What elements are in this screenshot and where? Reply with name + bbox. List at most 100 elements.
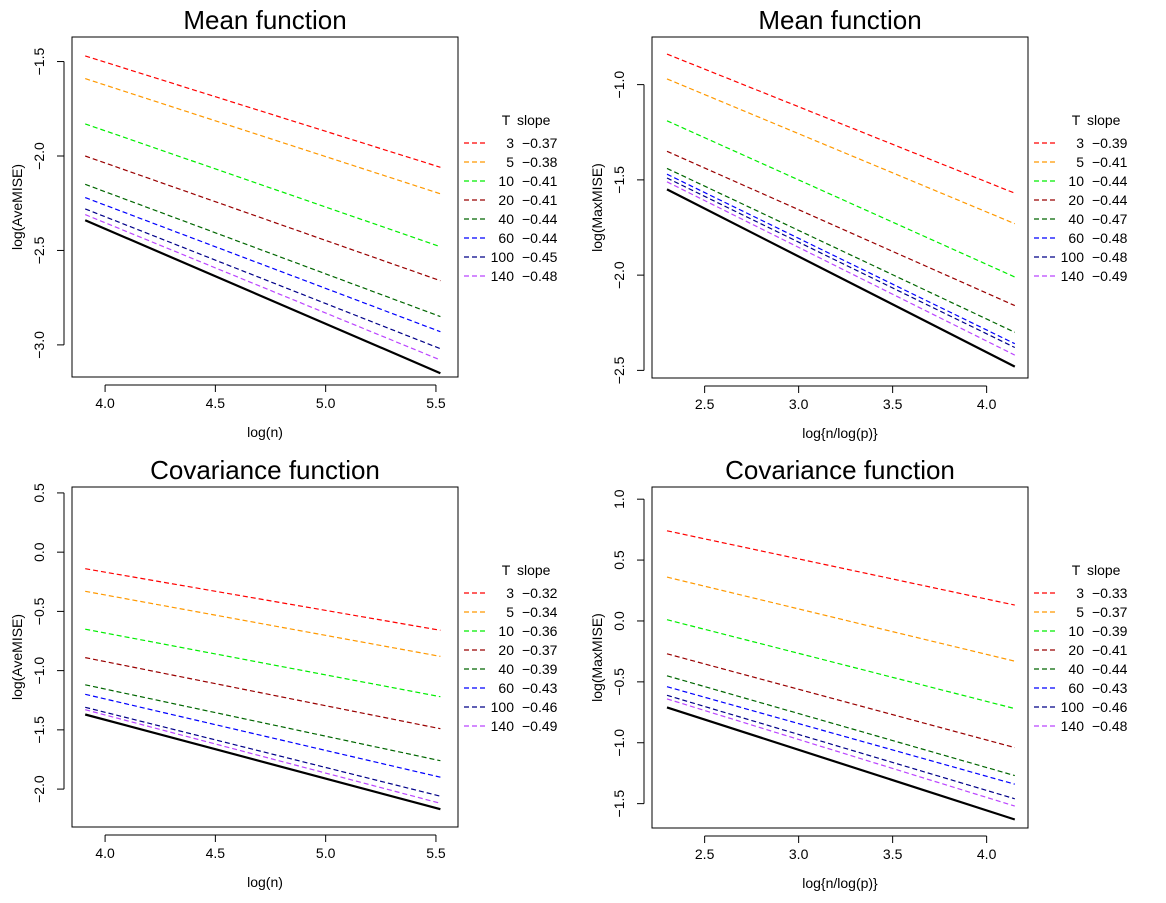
x-tick-label: 4.5 bbox=[206, 845, 226, 861]
series-line-T10 bbox=[85, 123, 441, 248]
y-tick-label: −1.0 bbox=[611, 71, 627, 99]
legend-t-value: 60 bbox=[1068, 230, 1084, 246]
legend-slope-value: −0.48 bbox=[1092, 249, 1128, 265]
series-line-T5 bbox=[85, 590, 441, 657]
series-line-T140 bbox=[666, 181, 1016, 356]
series-line-T3 bbox=[666, 530, 1015, 606]
legend-slope-value: −0.37 bbox=[522, 642, 558, 658]
y-axis-label: log(AveMISE) bbox=[9, 614, 25, 700]
series-line-T60 bbox=[85, 693, 441, 778]
y-tick-label: 0.5 bbox=[611, 550, 627, 570]
series-line-T60 bbox=[666, 686, 1015, 785]
legend-slope-value: −0.37 bbox=[1092, 604, 1128, 620]
legend-t-value: 60 bbox=[1068, 680, 1084, 696]
legend-slope-value: −0.49 bbox=[1092, 268, 1128, 284]
y-tick-label: −0.5 bbox=[611, 668, 627, 696]
series-line-T20 bbox=[85, 155, 441, 282]
x-tick-label: 2.5 bbox=[695, 846, 715, 862]
y-tick-label: 0.5 bbox=[31, 483, 47, 503]
y-tick-label: −2.5 bbox=[31, 236, 47, 264]
series-line-T140 bbox=[85, 709, 441, 804]
legend-header-slope: slope bbox=[1087, 112, 1121, 128]
legend-t-value: 10 bbox=[1068, 623, 1084, 639]
chart-title: Covariance function bbox=[150, 455, 380, 485]
series-line-T40 bbox=[666, 675, 1015, 777]
legend-t-value: 140 bbox=[1061, 268, 1085, 284]
legend-slope-value: −0.44 bbox=[522, 230, 558, 246]
x-axis-label: log{n/log(p)} bbox=[802, 875, 878, 891]
series-line-T140 bbox=[666, 698, 1015, 807]
legend-slope-value: −0.46 bbox=[1092, 699, 1128, 715]
legend-t-value: 100 bbox=[491, 699, 515, 715]
legend-slope-value: −0.48 bbox=[1092, 718, 1128, 734]
legend-t-value: 3 bbox=[506, 135, 514, 151]
legend-slope-value: −0.36 bbox=[522, 623, 558, 639]
series-line-T40 bbox=[84, 183, 441, 318]
reference-line bbox=[666, 188, 1016, 368]
legend-slope-value: −0.41 bbox=[522, 192, 558, 208]
x-tick-label: 3.0 bbox=[789, 396, 809, 412]
y-tick-label: −3.0 bbox=[31, 331, 47, 359]
x-tick-label: 2.5 bbox=[695, 396, 715, 412]
legend-t-value: 40 bbox=[1068, 661, 1084, 677]
legend-slope-value: −0.39 bbox=[522, 661, 558, 677]
legend-slope-value: −0.38 bbox=[522, 154, 558, 170]
legend-slope-value: −0.43 bbox=[522, 680, 558, 696]
reference-line bbox=[666, 706, 1016, 821]
x-tick-label: 4.0 bbox=[977, 396, 997, 412]
legend-slope-value: −0.44 bbox=[1092, 173, 1128, 189]
x-tick-label: 5.0 bbox=[316, 845, 336, 861]
legend-t-value: 10 bbox=[1068, 173, 1084, 189]
legend-slope-value: −0.39 bbox=[1092, 135, 1128, 151]
legend-t-value: 5 bbox=[1076, 604, 1084, 620]
x-axis-label: log(n) bbox=[247, 424, 283, 440]
legend-slope-value: −0.37 bbox=[522, 135, 558, 151]
y-tick-label: −2.0 bbox=[31, 142, 47, 170]
legend-t-value: 40 bbox=[498, 661, 514, 677]
legend-slope-value: −0.32 bbox=[522, 585, 558, 601]
y-tick-label: −1.5 bbox=[611, 166, 627, 194]
legend-t-value: 10 bbox=[498, 173, 514, 189]
x-axis-label: log(n) bbox=[247, 874, 283, 890]
legend-header-t: T bbox=[1072, 112, 1081, 128]
legend-slope-value: −0.41 bbox=[1092, 642, 1128, 658]
legend-header-slope: slope bbox=[1087, 562, 1121, 578]
legend-slope-value: −0.49 bbox=[522, 718, 558, 734]
legend-slope-value: −0.47 bbox=[1092, 211, 1128, 227]
y-tick-label: −1.0 bbox=[611, 729, 627, 757]
legend-slope-value: −0.48 bbox=[522, 268, 558, 284]
y-tick-label: 0.0 bbox=[611, 611, 627, 631]
legend-slope-value: −0.46 bbox=[522, 699, 558, 715]
legend-t-value: 140 bbox=[1061, 718, 1085, 734]
series-line-T3 bbox=[666, 53, 1016, 194]
x-tick-label: 5.5 bbox=[426, 845, 446, 861]
legend-t-value: 20 bbox=[498, 642, 514, 658]
legend-t-value: 5 bbox=[1076, 154, 1084, 170]
legend-t-value: 60 bbox=[498, 680, 514, 696]
series-line-T100 bbox=[666, 694, 1015, 800]
legend-t-value: 10 bbox=[498, 623, 514, 639]
y-axis-label: log(MaxMISE) bbox=[589, 163, 605, 252]
legend-slope-value: −0.33 bbox=[1092, 585, 1128, 601]
legend-t-value: 100 bbox=[491, 249, 515, 265]
y-tick-label: −1.5 bbox=[611, 790, 627, 818]
series-line-T10 bbox=[666, 120, 1016, 278]
y-tick-label: 1.0 bbox=[611, 489, 627, 509]
series-line-T20 bbox=[85, 657, 441, 730]
plot-frame bbox=[71, 36, 459, 378]
chart-panel-2: Mean function 2.5 3.0 3.5 4.0 log{n/log(p)} −2… bbox=[589, 5, 1128, 441]
y-tick-label: −1.5 bbox=[31, 716, 47, 744]
legend-slope-value: −0.43 bbox=[1092, 680, 1128, 696]
series-line-T100 bbox=[84, 208, 441, 350]
chart-title: Mean function bbox=[183, 5, 346, 35]
series-line-T100 bbox=[85, 706, 441, 797]
series-line-T3 bbox=[85, 55, 441, 168]
legend-slope-value: −0.44 bbox=[522, 211, 558, 227]
series-line-T5 bbox=[85, 78, 441, 195]
x-tick-label: 5.0 bbox=[316, 395, 336, 411]
legend-header-slope: slope bbox=[517, 562, 551, 578]
legend-slope-value: −0.41 bbox=[522, 173, 558, 189]
y-axis-label: log(MaxMISE) bbox=[589, 613, 605, 702]
